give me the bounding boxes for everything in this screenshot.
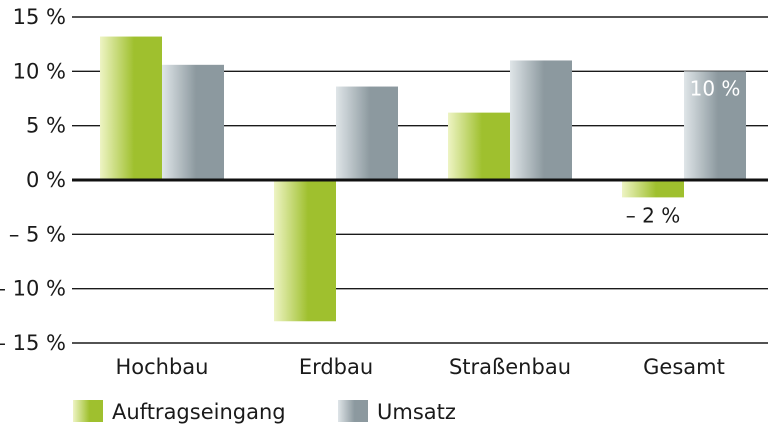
- bar-auftragseingang-erdbau: [274, 180, 336, 322]
- x-tick-label-strassenbau: Straßenbau: [449, 355, 571, 379]
- legend-swatch-umsatz: [338, 400, 368, 422]
- legend: Auftragseingang Umsatz: [73, 400, 456, 424]
- bar-umsatz-gesamt: [684, 71, 746, 180]
- bar-umsatz-strassenbau: [510, 60, 572, 180]
- bar-auftragseingang-strassenbau: [448, 112, 510, 180]
- data-labels: 10 % – 2 %: [626, 76, 741, 227]
- bar-auftragseingang-hochbau: [100, 36, 162, 181]
- y-tick-label: 5 %: [26, 114, 66, 138]
- y-tick-labels: 15 % 10 % 5 % 0 % – 5 % – 10 % – 15 %: [0, 5, 66, 355]
- x-tick-label-hochbau: Hochbau: [115, 355, 208, 379]
- y-tick-label: 15 %: [13, 5, 66, 29]
- bar-umsatz-hochbau: [162, 64, 224, 180]
- y-tick-label: – 15 %: [0, 331, 66, 355]
- legend-swatch-auftragseingang: [73, 400, 103, 422]
- x-tick-label-gesamt: Gesamt: [643, 355, 725, 379]
- x-tick-label-erdbau: Erdbau: [299, 355, 373, 379]
- legend-label-umsatz: Umsatz: [377, 400, 456, 424]
- data-label: 10 %: [690, 76, 741, 100]
- y-tick-label: 10 %: [13, 59, 66, 83]
- y-tick-label: – 5 %: [9, 222, 66, 246]
- y-tick-label: 0 %: [26, 168, 66, 192]
- y-tick-label: – 10 %: [0, 277, 66, 301]
- x-tick-labels: Hochbau Erdbau Straßenbau Gesamt: [115, 355, 724, 379]
- legend-label-auftragseingang: Auftragseingang: [112, 400, 286, 424]
- bars: [100, 36, 746, 322]
- bar-umsatz-erdbau: [336, 86, 398, 180]
- data-label: – 2 %: [626, 203, 680, 227]
- bar-auftragseingang-gesamt: [622, 180, 684, 198]
